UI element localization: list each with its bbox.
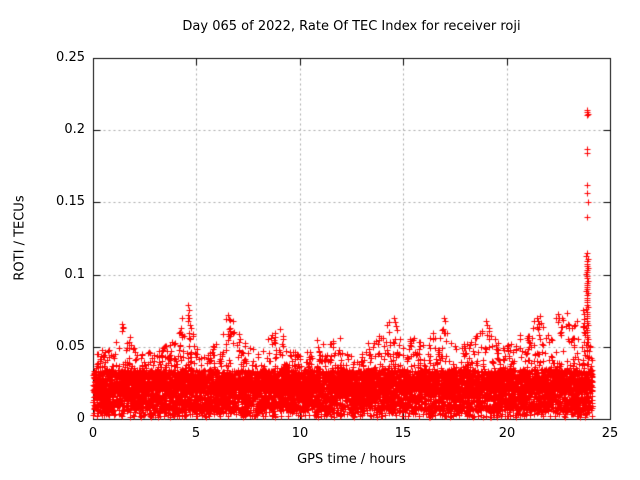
x-tick-label: 15 <box>394 426 412 441</box>
y-tick-label: 0.15 <box>56 194 85 209</box>
y-tick-label: 0.05 <box>56 339 85 354</box>
x-axis-label: GPS time / hours <box>297 452 406 467</box>
y-tick-label: 0.1 <box>64 267 85 282</box>
x-tick-label: 5 <box>191 426 201 441</box>
x-tick-label: 10 <box>291 426 309 441</box>
y-tick-label: 0 <box>76 411 85 426</box>
chart-title: Day 065 of 2022, Rate Of TEC Index for r… <box>182 19 521 34</box>
x-tick-label: 25 <box>601 426 619 441</box>
x-tick-label: 0 <box>88 426 98 441</box>
x-tick-label: 20 <box>498 426 516 441</box>
y-tick-label: 0.2 <box>64 122 85 137</box>
y-tick-label: 0.25 <box>56 50 85 65</box>
